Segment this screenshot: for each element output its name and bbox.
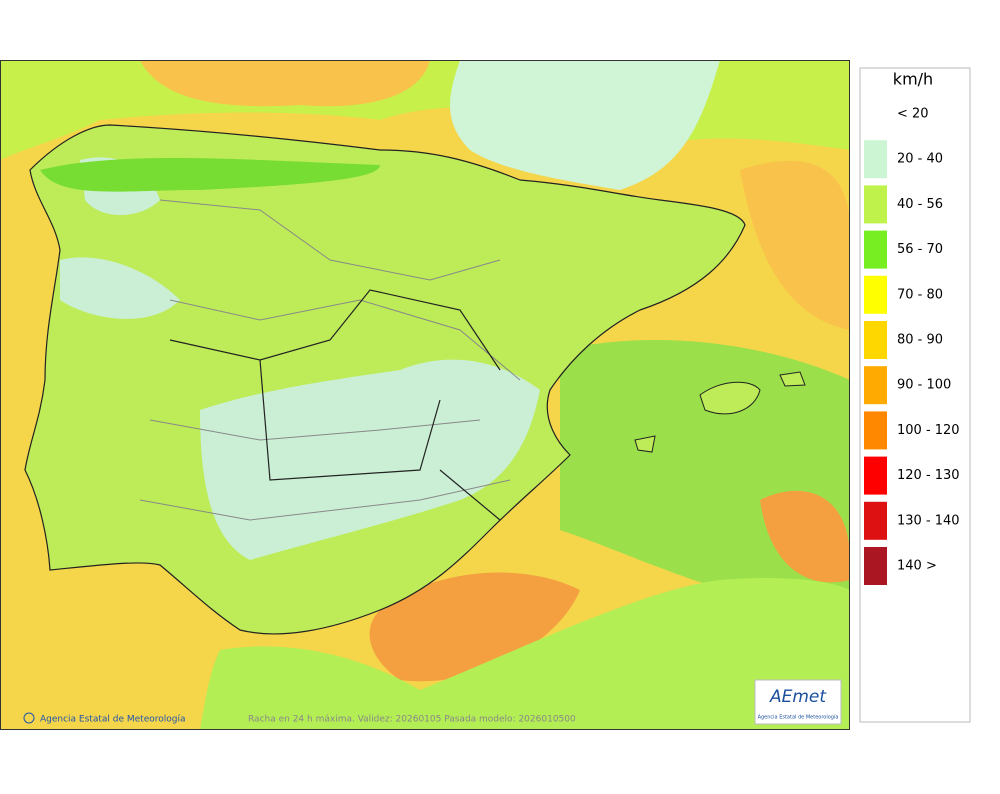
legend: km/h < 20 20 - 40 40 - 56 56 - 70 70 - 80 80 … <box>859 67 971 723</box>
legend-label: 140 > <box>897 559 937 574</box>
island <box>699 381 761 415</box>
legend-label: 120 - 130 <box>897 468 960 483</box>
legend-label: 20 - 40 <box>897 152 943 167</box>
map: Agencia Estatal de Meteorología Racha en… <box>0 60 850 730</box>
province-borders <box>139 199 521 521</box>
region-borders <box>169 289 501 521</box>
logo-box <box>754 679 842 725</box>
logo-subtitle: Agencia Estatal de Meteorología <box>758 714 839 721</box>
high-gust-zone <box>40 158 380 192</box>
legend-swatch <box>864 366 887 405</box>
copyright-icon <box>23 712 35 724</box>
legend-label: 70 - 80 <box>897 287 943 302</box>
legend-swatch <box>864 501 887 540</box>
legend-swatch <box>864 456 887 495</box>
legend-title: km/h <box>893 70 933 89</box>
legend-label: 100 - 120 <box>897 423 960 438</box>
legend-swatch <box>864 95 887 133</box>
legend-label: 90 - 100 <box>897 378 951 393</box>
legend-swatch <box>864 140 887 179</box>
legend-label: 56 - 70 <box>897 242 943 257</box>
sea-gust-zone <box>740 160 850 330</box>
legend-swatch <box>864 411 887 450</box>
legend-swatch <box>864 275 887 314</box>
low-gust-zone <box>200 359 540 560</box>
caption: Racha en 24 h máxima. Validez: 20260105 … <box>248 715 576 725</box>
sea-gust-zone <box>369 572 580 682</box>
island <box>634 435 656 453</box>
logo-name: AEmet <box>769 687 827 707</box>
legend-swatch <box>864 321 887 359</box>
legend-swatch <box>864 547 887 585</box>
legend-label: 80 - 90 <box>897 333 943 348</box>
map-frame <box>0 60 850 730</box>
legend-label: 40 - 56 <box>897 197 943 212</box>
legend-label: 130 - 140 <box>897 513 960 528</box>
africa-land <box>200 578 850 730</box>
island <box>779 371 806 387</box>
credit: Agencia Estatal de Meteorología <box>40 715 186 725</box>
legend-swatch <box>864 230 887 269</box>
low-gust-zone <box>60 257 180 319</box>
sea-gust-zone <box>760 490 850 583</box>
sea-gust-zone <box>140 60 430 107</box>
legend-swatch <box>864 185 887 224</box>
legend-label: < 20 <box>897 107 929 122</box>
france-zone <box>450 60 720 190</box>
